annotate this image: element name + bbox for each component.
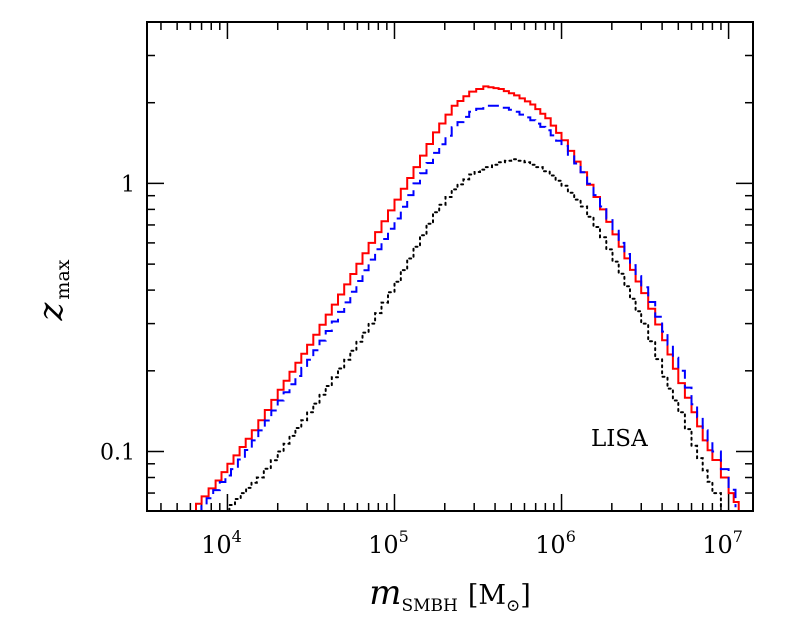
series-line-3 (222, 158, 722, 511)
y-tick-label: 1 (121, 172, 135, 197)
x-tick-label: 104 (201, 527, 242, 559)
x-tick-label: 105 (368, 527, 409, 559)
x-tick-base: 10 (535, 531, 566, 559)
x-axis-sub: SMBH (401, 596, 457, 616)
x-tick-exp: 7 (733, 527, 743, 546)
x-tick-base: 10 (201, 531, 232, 559)
series-line-1 (190, 85, 740, 511)
x-tick-label: 107 (702, 527, 743, 559)
x-axis-var: m (369, 573, 401, 613)
x-axis-label: mSMBH [M⊙] (369, 573, 531, 616)
x-tick-base: 10 (702, 531, 733, 559)
x-axis-unit-close: ] (520, 580, 531, 611)
x-tick-label: 106 (535, 527, 576, 559)
y-tick-label: 0.1 (100, 441, 135, 466)
x-tick-exp: 5 (399, 527, 409, 546)
plot-frame (146, 21, 754, 512)
x-tick-exp: 6 (566, 527, 576, 546)
series-line-2 (196, 104, 737, 511)
x-tick-base: 10 (368, 531, 399, 559)
annotation-label: LISA (591, 426, 648, 452)
annotations-layer: LISA (591, 426, 648, 452)
x-axis-unit-sym: ⊙ (506, 596, 520, 616)
y-axis-sub: max (52, 259, 74, 299)
x-tick-exp: 4 (232, 527, 242, 546)
y-axis-label: zmax (31, 259, 74, 321)
y-axis-var: z (31, 301, 71, 321)
ticks-layer (147, 21, 753, 512)
series-layer (190, 85, 740, 511)
x-axis-unit-open: [M (468, 580, 506, 611)
